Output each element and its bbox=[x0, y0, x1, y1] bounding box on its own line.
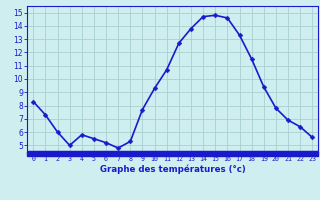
X-axis label: Graphe des températures (°c): Graphe des températures (°c) bbox=[100, 165, 246, 174]
